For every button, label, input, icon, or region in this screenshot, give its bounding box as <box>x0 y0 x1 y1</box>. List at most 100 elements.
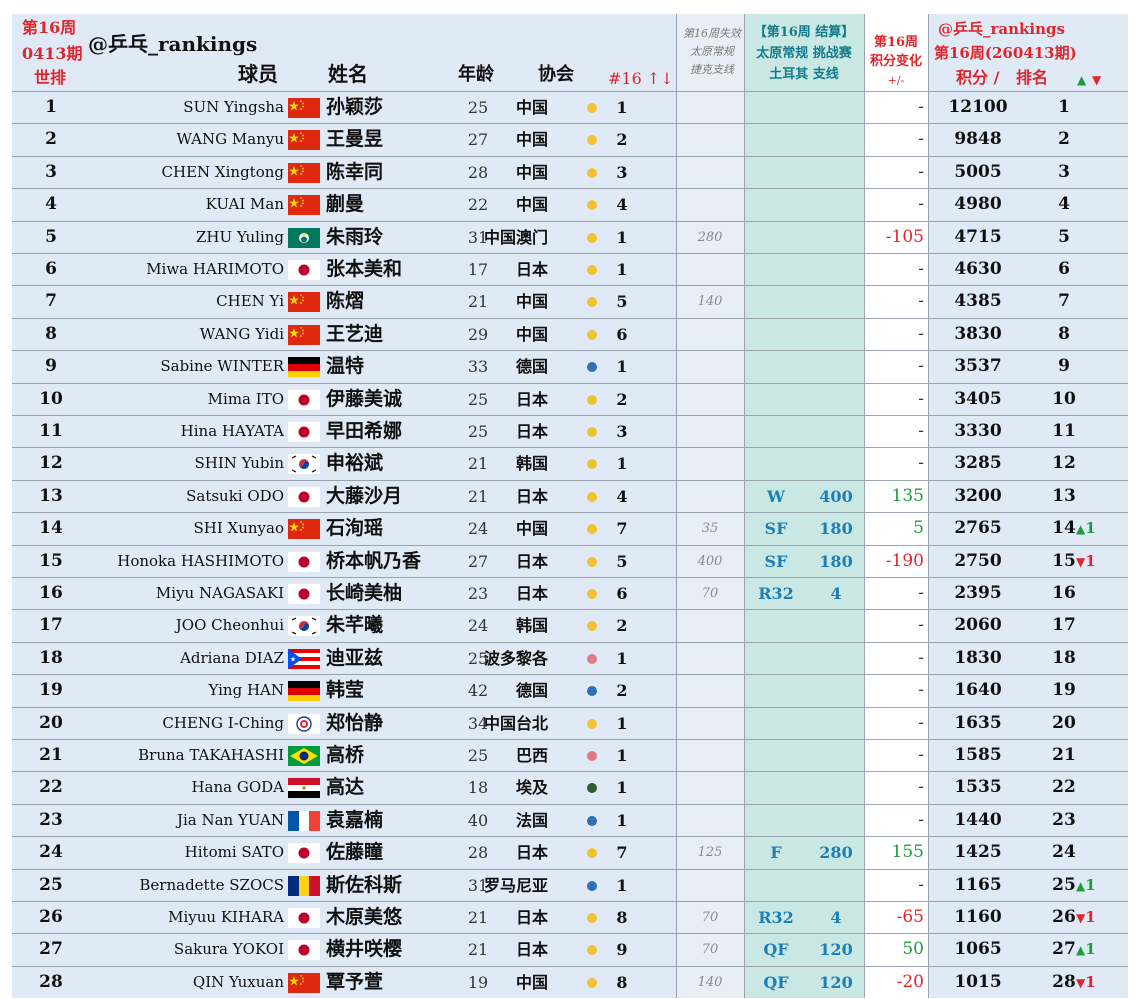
world-rank: 8 <box>45 323 57 344</box>
chinese-taipei-flag-icon <box>288 713 320 734</box>
expiring-points: 140 <box>697 974 723 990</box>
settled-points: 120 <box>819 972 853 992</box>
settled-points <box>812 384 860 415</box>
rank-move-value: 1 <box>1085 875 1096 894</box>
change-header-line3: +/- <box>887 74 905 87</box>
association-dot-icon <box>587 977 597 988</box>
association-rank: 6 <box>616 324 628 344</box>
association-dot-icon <box>587 167 597 178</box>
points-change: - <box>918 583 924 603</box>
divider <box>676 14 677 998</box>
player-name: Hana GODA <box>191 778 284 797</box>
association-rank: 1 <box>616 227 628 247</box>
world-rank: 11 <box>39 421 63 441</box>
expiring-points <box>680 675 740 706</box>
settled-round <box>754 416 798 447</box>
china-flag-icon <box>288 519 320 540</box>
world-rank: 13 <box>39 485 63 506</box>
points-change: - <box>918 356 924 377</box>
settled-points: 180 <box>819 519 853 539</box>
association: 日本 <box>515 908 548 927</box>
points-change: -105 <box>885 226 924 247</box>
expiring-points <box>680 448 740 479</box>
expiring-points <box>680 481 740 512</box>
chinese-name: 韩莹 <box>326 679 365 702</box>
expiring-points: 280 <box>697 229 723 245</box>
association-rank: 2 <box>616 681 628 701</box>
new-rank: 18 <box>1052 647 1076 668</box>
table-row: 15 Honoka HASHIMOTO 桥本帆乃香 27 日本 5 400 SF 180 -190… <box>12 544 1128 577</box>
table-row: 19 Ying HAN 韩莹 42 德国 2 - 1640 19 <box>12 674 1128 706</box>
world-rank: 6 <box>45 259 57 279</box>
germany-flag-icon <box>288 357 320 378</box>
settled-points <box>812 740 860 771</box>
player-name: Miyuu KIHARA <box>168 908 284 926</box>
world-rank: 17 <box>39 615 63 636</box>
association: 中国 <box>515 195 548 215</box>
new-rank: 2 <box>1058 129 1070 150</box>
world-rank: 20 <box>39 712 63 733</box>
association-rank: 1 <box>616 260 628 279</box>
association-rank: 1 <box>616 875 628 895</box>
japan-flag-icon <box>288 389 320 410</box>
settled-points <box>812 157 860 188</box>
table-row: 22 Hana GODA 高达 18 埃及 1 - 1535 22 <box>12 771 1128 803</box>
chinese-name: 横井咲樱 <box>326 938 403 961</box>
points-change: - <box>918 421 924 441</box>
total-points: 2750 <box>954 550 1002 571</box>
table-row: 10 Mima ITO 伊藤美诚 25 日本 2 - 3405 10 <box>12 382 1128 415</box>
association: 罗马尼亚 <box>483 875 548 895</box>
up-arrow-icon: ▲ <box>1076 943 1086 958</box>
settled-points <box>812 189 860 220</box>
romania-flag-icon <box>288 875 320 896</box>
player-name: Hitomi SATO <box>184 843 284 862</box>
settled-round <box>754 92 798 123</box>
table-row: 24 Hitomi SATO 佐藤瞳 28 日本 7 125 F 280 155 1425 24 <box>12 836 1128 868</box>
settled-header-line2: 太原常规 挑战赛 <box>756 46 852 61</box>
association-dot-icon <box>587 718 597 729</box>
association-dot-icon <box>587 524 597 535</box>
age: 33 <box>467 357 489 377</box>
settled-points <box>812 351 860 382</box>
china-flag-icon <box>288 195 320 216</box>
association-rank: 5 <box>616 551 628 571</box>
new-rank: 23 <box>1052 809 1076 830</box>
points-change: 50 <box>902 939 924 960</box>
table-row: 26 Miyuu KIHARA 木原美悠 21 日本 8 70 R32 4 -65 1160 26 ▼1 <box>12 901 1128 933</box>
player-name: Hina HAYATA <box>180 422 284 440</box>
age: 19 <box>467 972 489 992</box>
association-rank: 1 <box>616 746 628 765</box>
japan-flag-icon <box>288 486 320 507</box>
total-points: 4630 <box>954 259 1002 279</box>
player-name: Adriana DIAZ <box>180 648 284 667</box>
settled-points <box>812 772 860 803</box>
world-rank: 28 <box>39 971 63 992</box>
association-dot-icon <box>587 200 597 211</box>
new-rank: 3 <box>1058 161 1070 182</box>
japan-flag-icon <box>288 843 320 864</box>
new-rank: 27 <box>1052 939 1076 960</box>
rank-down-indicator: ▼1 <box>1076 902 1116 933</box>
player-name: Sakura YOKOI <box>173 940 284 959</box>
world-rank: 24 <box>39 842 63 863</box>
total-points: 3330 <box>954 421 1002 441</box>
expiring-points <box>680 772 740 803</box>
association-rank: 1 <box>616 98 628 117</box>
association: 日本 <box>515 940 548 960</box>
world-rank: 7 <box>45 291 57 312</box>
chinese-name: 蒯曼 <box>326 193 365 216</box>
table-row: 25 Bernadette SZOCS 斯佐科斯 31 罗马尼亚 1-1165 25 ▲1 <box>12 868 1128 901</box>
total-points: 3830 <box>954 323 1002 344</box>
points-change: -65 <box>896 907 924 927</box>
china-flag-icon <box>288 162 320 183</box>
points-change: - <box>918 745 924 765</box>
age: 27 <box>467 551 489 571</box>
up-arrow-icon: ▲ <box>1077 73 1087 87</box>
settled-points: 180 <box>819 551 853 571</box>
settled-header-line3: 土耳其 支线 <box>769 67 839 82</box>
chinese-name: 早田希娜 <box>326 420 403 442</box>
points-change: -20 <box>896 971 924 992</box>
rank-up-indicator: ▲1 <box>1076 934 1116 965</box>
points-change: - <box>918 291 924 312</box>
association: 埃及 <box>515 778 548 798</box>
